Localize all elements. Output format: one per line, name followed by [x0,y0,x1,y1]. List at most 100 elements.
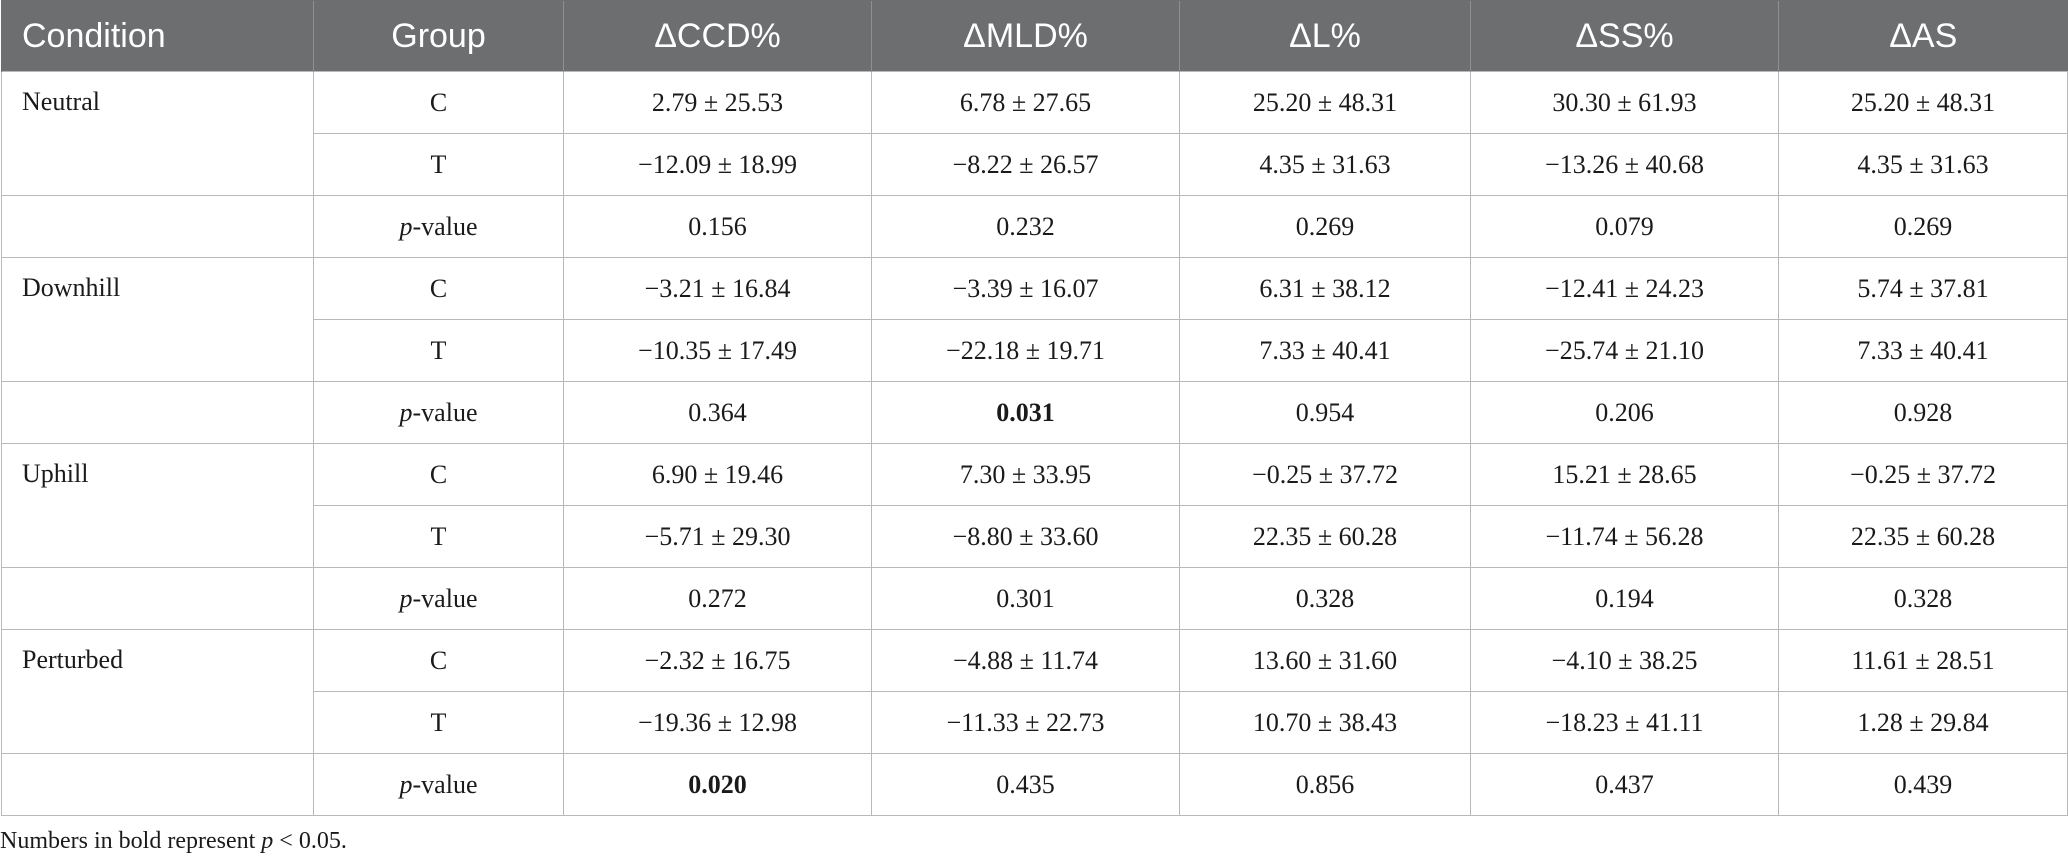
value-cell: −0.25 ± 37.72 [1778,443,2068,506]
value-cell: 6.78 ± 27.65 [871,71,1180,134]
table-row: Neutral C 2.79 ± 25.53 6.78 ± 27.65 25.2… [1,71,2068,196]
value-cell: 30.30 ± 61.93 [1470,71,1779,134]
table-footnote: Numbers in bold represent p < 0.05. [0,828,347,855]
pvalue-label-suffix: -value [412,583,478,613]
table-row: T −12.09 ± 18.99 −8.22 ± 26.57 4.35 ± 31… [2,133,2068,196]
pvalue-label: p-value [313,567,564,630]
footnote-p: p [261,828,274,854]
header-delta-ccd: ΔCCD% [563,0,872,72]
pvalue-label-suffix: -value [412,769,478,799]
footnote-suffix: < 0.05. [273,828,347,854]
value-cell: −18.23 ± 41.11 [1470,691,1779,754]
value-cell: 6.90 ± 19.46 [563,443,872,506]
footnote-prefix: Numbers in bold represent [0,828,262,854]
header-delta-as: ΔAS [1778,0,2068,72]
pvalue-row: p-value 0.020 0.435 0.856 0.437 0.439 [1,753,2068,816]
pvalue-cell: 0.301 [871,567,1180,630]
group-cell: T [313,505,564,568]
pvalue-cell: 0.928 [1778,381,2068,444]
value-cell: 22.35 ± 60.28 [1179,505,1471,568]
value-cell: 25.20 ± 48.31 [1179,71,1471,134]
value-cell: −19.36 ± 12.98 [563,691,872,754]
value-cell: −11.74 ± 56.28 [1470,505,1779,568]
pvalue-cell: 0.079 [1470,195,1779,258]
pvalue-label-p: p [399,397,413,427]
pvalue-cell: 0.272 [563,567,872,630]
group-cell: T [313,691,564,754]
value-cell: 4.35 ± 31.63 [1179,133,1471,196]
value-cell: 6.31 ± 38.12 [1179,257,1471,320]
pvalue-cell: 0.206 [1470,381,1779,444]
table-row: Downhill C −3.21 ± 16.84 −3.39 ± 16.07 6… [1,257,2068,382]
group-cell: T [313,133,564,196]
table-row: T −10.35 ± 17.49 −22.18 ± 19.71 7.33 ± 4… [2,319,2068,382]
pvalue-cell: 0.156 [563,195,872,258]
pvalue-cell: 0.439 [1778,753,2068,816]
blank-cell [1,753,314,816]
group-cell: C [313,629,564,692]
value-cell: −0.25 ± 37.72 [1179,443,1471,506]
value-cell: 5.74 ± 37.81 [1778,257,2068,320]
condition-cell: Downhill [1,257,314,382]
condition-cell: Perturbed [1,629,314,754]
table-row: Uphill C 6.90 ± 19.46 7.30 ± 33.95 −0.25… [1,443,2068,568]
condition-cell: Uphill [1,443,314,568]
results-table: Condition Group ΔCCD% ΔMLD% ΔL% ΔSS% ΔAS… [1,0,2068,816]
value-cell: −4.10 ± 38.25 [1470,629,1779,692]
value-cell: −8.22 ± 26.57 [871,133,1180,196]
value-cell: −5.71 ± 29.30 [563,505,872,568]
blank-cell [1,195,314,258]
value-cell: −3.21 ± 16.84 [563,257,872,320]
value-cell: −22.18 ± 19.71 [871,319,1180,382]
header-delta-mld: ΔMLD% [871,0,1180,72]
pvalue-label-p: p [399,211,413,241]
value-cell: 10.70 ± 38.43 [1179,691,1471,754]
blank-cell [1,381,314,444]
results-table-container: Condition Group ΔCCD% ΔMLD% ΔL% ΔSS% ΔAS… [1,0,2068,816]
table-row: T −5.71 ± 29.30 −8.80 ± 33.60 22.35 ± 60… [2,505,2068,568]
table-row: Perturbed C −2.32 ± 16.75 −4.88 ± 11.74 … [1,629,2068,754]
value-cell: 15.21 ± 28.65 [1470,443,1779,506]
pvalue-cell: 0.194 [1470,567,1779,630]
header-delta-l: ΔL% [1179,0,1471,72]
value-cell: 4.35 ± 31.63 [1778,133,2068,196]
pvalue-label-p: p [399,769,413,799]
pvalue-cell-significant: 0.031 [871,381,1180,444]
pvalue-label-p: p [399,583,413,613]
header-condition: Condition [1,0,314,72]
value-cell: 22.35 ± 60.28 [1778,505,2068,568]
value-cell: 7.33 ± 40.41 [1179,319,1471,382]
condition-cell: Neutral [1,71,314,196]
value-cell: −4.88 ± 11.74 [871,629,1180,692]
group-cell: C [313,71,564,134]
value-cell: 25.20 ± 48.31 [1778,71,2068,134]
group-cell: C [313,443,564,506]
pvalue-cell: 0.269 [1778,195,2068,258]
value-cell: −2.32 ± 16.75 [563,629,872,692]
pvalue-cell: 0.856 [1179,753,1471,816]
value-cell: −12.41 ± 24.23 [1470,257,1779,320]
pvalue-label-suffix: -value [412,397,478,427]
pvalue-label: p-value [313,753,564,816]
pvalue-cell: 0.364 [563,381,872,444]
value-cell: −10.35 ± 17.49 [563,319,872,382]
value-cell: −8.80 ± 33.60 [871,505,1180,568]
pvalue-row: p-value 0.156 0.232 0.269 0.079 0.269 [1,195,2068,258]
value-cell: −25.74 ± 21.10 [1470,319,1779,382]
table-row: T −19.36 ± 12.98 −11.33 ± 22.73 10.70 ± … [2,691,2068,754]
value-cell: 11.61 ± 28.51 [1778,629,2068,692]
value-cell: 7.33 ± 40.41 [1778,319,2068,382]
pvalue-row: p-value 0.272 0.301 0.328 0.194 0.328 [1,567,2068,630]
value-cell: 13.60 ± 31.60 [1179,629,1471,692]
value-cell: −11.33 ± 22.73 [871,691,1180,754]
value-cell: 1.28 ± 29.84 [1778,691,2068,754]
value-cell: −12.09 ± 18.99 [563,133,872,196]
pvalue-cell: 0.954 [1179,381,1471,444]
value-cell: −13.26 ± 40.68 [1470,133,1779,196]
pvalue-cell: 0.269 [1179,195,1471,258]
header-delta-ss: ΔSS% [1470,0,1779,72]
pvalue-cell: 0.232 [871,195,1180,258]
blank-cell [1,567,314,630]
pvalue-label-suffix: -value [412,211,478,241]
header-row: Condition Group ΔCCD% ΔMLD% ΔL% ΔSS% ΔAS [1,0,2068,72]
